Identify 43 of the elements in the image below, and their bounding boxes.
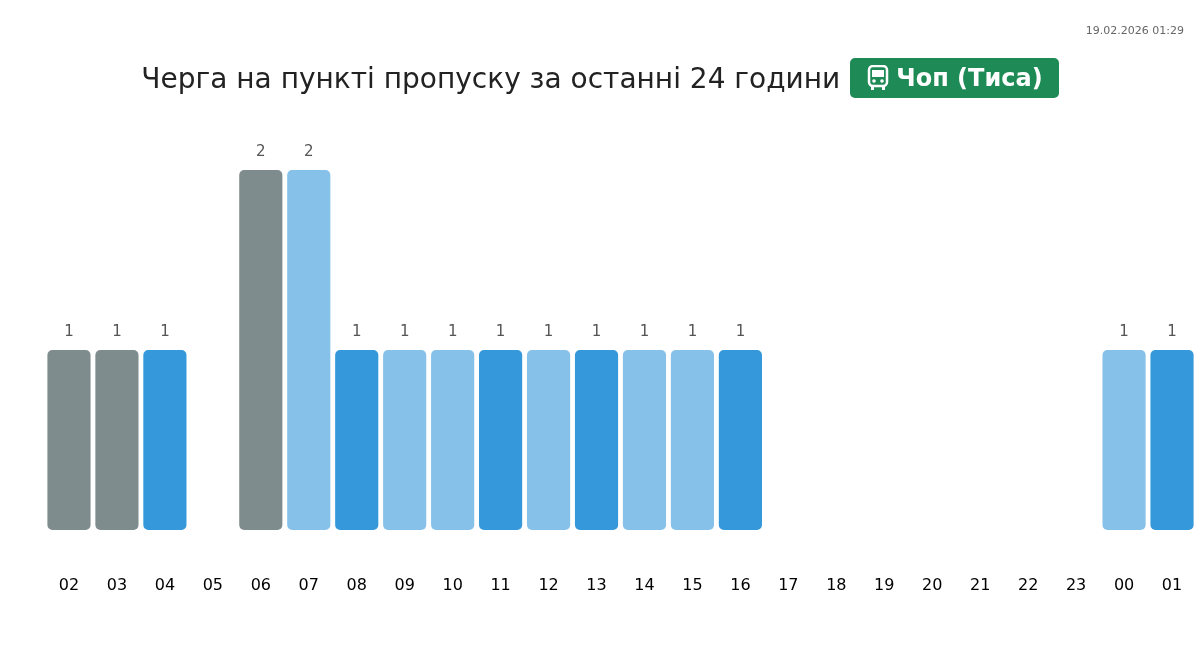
data-label: 1 — [112, 321, 122, 340]
x-tick-label: 02 — [58, 574, 80, 594]
data-label: 1 — [495, 321, 506, 340]
data-label: 1 — [735, 321, 746, 340]
x-tick-label: 09 — [394, 574, 415, 594]
x-tick-label: 21 — [970, 574, 991, 594]
data-label: 1 — [1167, 321, 1177, 340]
data-label: 1 — [543, 321, 554, 340]
data-label: 2 — [304, 141, 314, 160]
x-tick-label: 17 — [778, 574, 799, 594]
x-tick-label: 04 — [154, 574, 176, 594]
x-tick-label: 10 — [442, 574, 463, 594]
x-tick-label: 18 — [826, 574, 847, 594]
x-tick-label: 14 — [634, 574, 655, 594]
chart-title: Черга на пункті пропуску за останні 24 години — [141, 61, 841, 95]
data-label: 1 — [591, 321, 602, 340]
x-tick-label: 05 — [202, 574, 224, 594]
data-label: 1 — [447, 321, 458, 340]
x-tick-label: 23 — [1065, 574, 1087, 594]
x-tick-label: 16 — [730, 574, 751, 594]
x-tick-label: 01 — [1161, 574, 1183, 594]
x-tick-label: 22 — [1017, 574, 1039, 594]
x-tick-label: 20 — [922, 574, 943, 594]
x-tick-label: 13 — [586, 574, 607, 594]
x-tick-label: 03 — [106, 574, 128, 594]
data-label: 1 — [160, 321, 170, 340]
x-tick-label: 06 — [250, 574, 271, 594]
x-tick-label: 19 — [874, 574, 895, 594]
text: 19.02.2026 01:29 — [1085, 24, 1184, 37]
x-tick-label: 08 — [346, 574, 367, 594]
x-tick-label: 15 — [682, 574, 703, 594]
chart-subtitle: Чоп (Тиса) — [896, 64, 1043, 92]
data-label: 1 — [351, 321, 362, 340]
x-tick-label: 00 — [1113, 574, 1135, 594]
data-label: 1 — [687, 321, 698, 340]
x-tick-label: 11 — [490, 574, 511, 594]
data-label: 1 — [639, 321, 650, 340]
data-label: 1 — [1119, 321, 1129, 340]
data-label: 1 — [64, 321, 74, 340]
data-label: 1 — [399, 321, 410, 340]
x-tick-label: 07 — [298, 574, 319, 594]
x-tick-label: 12 — [538, 574, 559, 594]
data-label: 2 — [256, 141, 266, 160]
